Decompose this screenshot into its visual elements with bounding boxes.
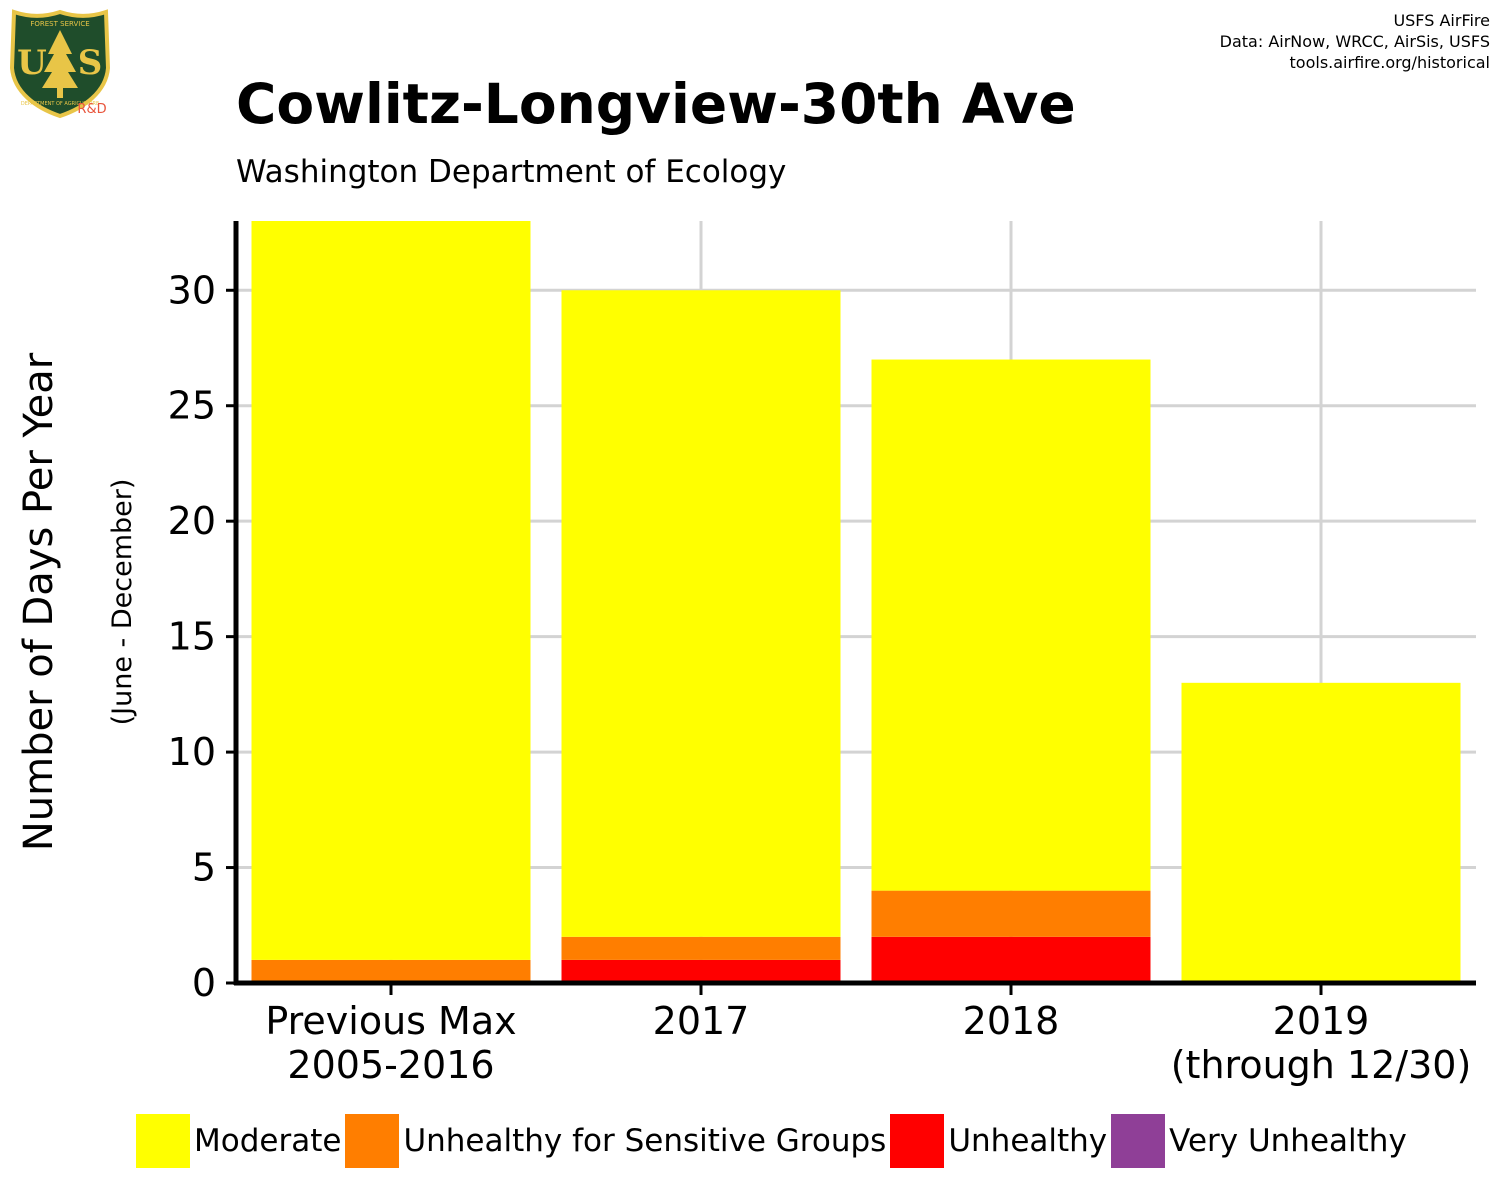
logo-bottom-text: DEPARTMENT OF AGRICULTURE: [21, 101, 99, 107]
credit-line: tools.airfire.org/historical: [1289, 53, 1490, 72]
logo-initial-left: U: [17, 43, 47, 83]
legend-label: Moderate: [194, 1123, 342, 1159]
y-tick-label: 20: [168, 499, 216, 543]
legend-item: Moderate: [136, 1114, 345, 1168]
y-tick-label: 15: [168, 615, 216, 659]
y-tick-label: 0: [192, 961, 216, 1005]
bar-segment: [561, 959, 841, 983]
legend-swatch: [890, 1114, 945, 1168]
bar-segment: [251, 221, 531, 960]
y-tick-label: 5: [192, 846, 216, 890]
bar-segment: [1181, 682, 1461, 983]
bar-segment: [871, 936, 1151, 983]
tree-icon: [42, 30, 78, 88]
logo-top-text: FOREST SERVICE: [30, 20, 89, 28]
credit-line: Data: AirNow, WRCC, AirSis, USFS: [1219, 32, 1490, 51]
legend-item: Very Unhealthy: [1111, 1114, 1411, 1168]
bar-segment: [561, 936, 841, 960]
x-tick-label: 2005-2016: [287, 1043, 494, 1087]
chart-title: Cowlitz-Longview-30th Ave: [236, 72, 1076, 136]
legend-item: Unhealthy for Sensitive Groups: [345, 1114, 890, 1168]
legend-swatch: [136, 1114, 190, 1168]
credits: USFS AirFire Data: AirNow, WRCC, AirSis,…: [1220, 10, 1490, 73]
x-tick-label: 2018: [963, 999, 1060, 1043]
legend-swatch: [1111, 1114, 1166, 1168]
x-tick-label: 2019: [1273, 999, 1370, 1043]
usfs-logo: U S FOREST SERVICE DEPARTMENT OF AGRICUL…: [8, 8, 112, 120]
y-axis-label: Number of Days Per Year: [16, 352, 62, 851]
legend-label: Very Unhealthy: [1169, 1123, 1407, 1159]
chart-subtitle: Washington Department of Ecology: [236, 154, 787, 190]
legend: Moderate Unhealthy for Sensitive Groups Un…: [136, 1114, 1411, 1168]
x-tick-label: 2017: [653, 999, 750, 1043]
legend-label: Unhealthy: [948, 1123, 1108, 1159]
y-axis-sublabel: (June - December): [107, 479, 138, 726]
bar-segment: [251, 959, 531, 983]
x-tick-label: Previous Max: [265, 999, 516, 1043]
y-tick-label: 10: [168, 730, 216, 774]
bar-segment: [871, 890, 1151, 937]
logo-suffix: R&D: [77, 102, 106, 117]
y-tick-label: 25: [168, 384, 216, 428]
bar-segment: [871, 359, 1151, 891]
legend-swatch: [345, 1114, 400, 1168]
bar-segment: [561, 290, 841, 937]
legend-label: Unhealthy for Sensitive Groups: [403, 1123, 887, 1159]
y-tick-label: 30: [168, 268, 216, 312]
credit-line: USFS AirFire: [1393, 11, 1490, 30]
logo-initial-right: S: [78, 43, 103, 83]
legend-item: Unhealthy: [890, 1114, 1111, 1168]
x-tick-label: (through 12/30): [1171, 1043, 1472, 1087]
